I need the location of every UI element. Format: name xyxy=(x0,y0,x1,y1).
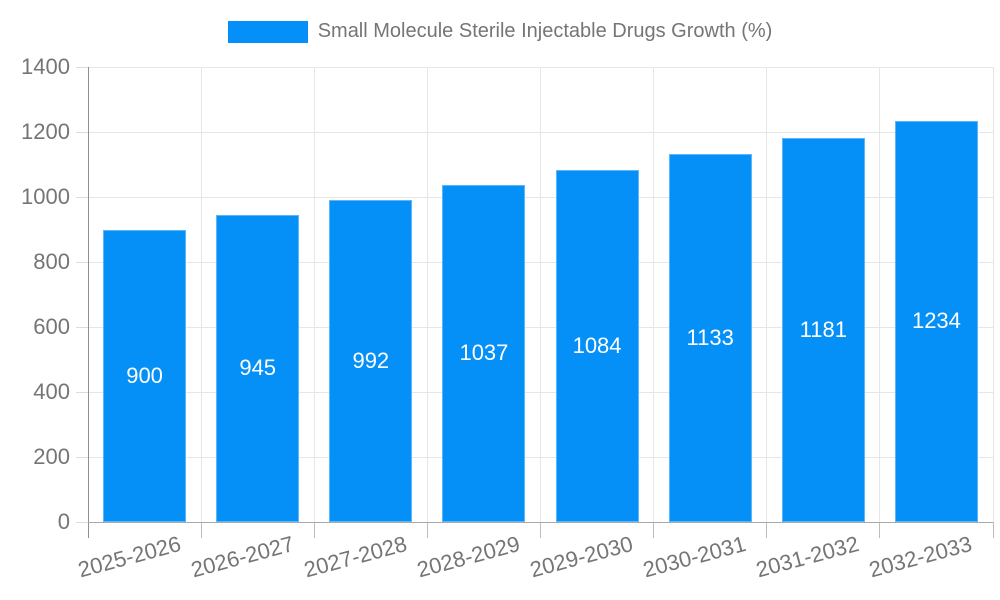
x-axis-category-label: 2029-2030 xyxy=(527,531,636,583)
x-axis-tick xyxy=(200,522,202,538)
y-axis-tick xyxy=(76,456,88,458)
x-axis-line xyxy=(88,521,993,523)
y-axis-tick-label: 1400 xyxy=(21,54,70,79)
x-axis-tick xyxy=(540,522,541,538)
bar[interactable]: 1234 xyxy=(894,120,978,522)
y-axis-tick xyxy=(76,521,88,523)
y-axis-tick-label: 400 xyxy=(33,379,70,404)
legend-label: Small Molecule Sterile Injectable Drugs … xyxy=(317,20,773,42)
y-axis-tick xyxy=(76,391,88,393)
legend-item[interactable]: Small Molecule Sterile Injectable Drugs … xyxy=(227,20,773,43)
bar[interactable]: 1084 xyxy=(555,169,639,522)
x-axis-tick xyxy=(426,522,428,538)
x-axis-category-label: 2028-2029 xyxy=(414,531,523,583)
x-axis-tick xyxy=(879,522,881,538)
legend: Small Molecule Sterile Injectable Drugs … xyxy=(0,20,1000,43)
y-axis-tick xyxy=(76,196,88,198)
x-gridline xyxy=(200,67,202,522)
y-axis-tick-label: 1200 xyxy=(21,119,70,144)
y-axis-tick xyxy=(76,66,88,68)
x-axis-category-label: 2031-2032 xyxy=(753,531,862,583)
bar-value-label: 1234 xyxy=(911,308,961,334)
x-axis-category-label: 2025-2026 xyxy=(74,531,184,583)
x-gridline xyxy=(766,67,768,522)
y-axis-tick-label: 600 xyxy=(33,314,70,339)
y-axis-line xyxy=(87,67,89,538)
x-axis-category-label: 2027-2028 xyxy=(301,531,410,583)
bar-value-label: 1133 xyxy=(686,324,734,350)
legend-swatch-icon xyxy=(227,20,308,43)
bar-value-label: 900 xyxy=(126,362,163,388)
y-axis-tick-label: 1000 xyxy=(21,184,70,209)
x-axis-category-label: 2026-2027 xyxy=(188,531,297,583)
bar[interactable]: 1037 xyxy=(442,184,526,522)
bar-value-label: 1084 xyxy=(572,332,622,358)
y-axis-tick-label: 200 xyxy=(33,444,70,469)
x-gridline xyxy=(653,67,655,522)
x-axis-category-label: 2032-2033 xyxy=(866,531,975,583)
bar[interactable]: 1133 xyxy=(668,153,752,522)
bar[interactable]: 900 xyxy=(103,229,187,522)
x-axis-tick xyxy=(653,522,655,538)
bar-value-label: 1181 xyxy=(799,317,847,343)
bar[interactable]: 945 xyxy=(216,214,300,522)
bar-value-label: 945 xyxy=(239,355,277,381)
y-axis-tick-label: 800 xyxy=(33,249,70,274)
y-axis-tick xyxy=(76,326,88,328)
y-axis-tick xyxy=(76,261,88,263)
y-axis-tick xyxy=(76,131,88,133)
x-gridline xyxy=(879,67,881,522)
x-gridline xyxy=(426,67,428,522)
x-gridline xyxy=(992,67,994,522)
x-axis-tick xyxy=(992,522,994,538)
bar-value-label: 1037 xyxy=(459,340,509,366)
x-axis-tick xyxy=(766,522,768,538)
x-gridline xyxy=(313,67,315,522)
bar[interactable]: 1181 xyxy=(781,138,865,522)
x-axis-tick xyxy=(313,522,315,538)
y-axis-tick-label: 0 xyxy=(57,509,70,534)
x-axis-category-label: 2030-2031 xyxy=(640,531,749,583)
x-gridline xyxy=(540,67,541,522)
bar-value-label: 992 xyxy=(352,347,390,373)
bar[interactable]: 992 xyxy=(329,199,413,522)
